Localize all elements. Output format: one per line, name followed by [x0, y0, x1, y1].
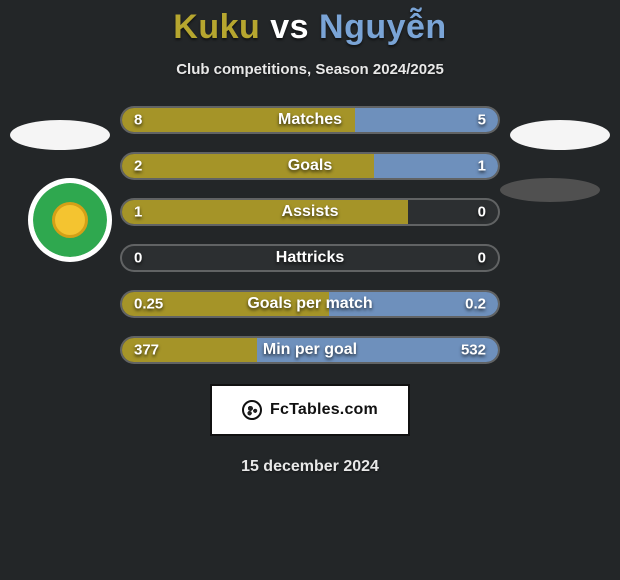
soccer-ball-icon [242, 400, 262, 420]
stat-value-right: 532 [461, 342, 486, 359]
comparison-title: Kuku vs Nguyễn [0, 0, 620, 47]
player2-name: Nguyễn [319, 8, 447, 46]
stat-value-left: 0 [134, 250, 142, 267]
team-logo-left-b-center [52, 202, 88, 238]
stat-row: 0.25 0.2 Goals per match [120, 290, 500, 318]
widget-root: Kuku vs Nguyễn Club competitions, Season… [0, 0, 620, 580]
stat-value-right: 5 [478, 112, 486, 129]
team-logo-right-b [500, 178, 600, 202]
team-logo-right-a [510, 120, 610, 150]
stat-label: Goals per match [247, 295, 372, 313]
stat-value-left: 1 [134, 204, 142, 221]
competition-subtitle: Club competitions, Season 2024/2025 [0, 61, 620, 78]
stat-value-left: 0.25 [134, 296, 163, 313]
stat-row: 0 0 Hattricks [120, 244, 500, 272]
stat-label: Min per goal [263, 341, 357, 359]
player1-name: Kuku [173, 8, 260, 46]
stat-label: Assists [282, 203, 339, 221]
stat-label: Goals [288, 157, 332, 175]
team-logo-left-b [28, 178, 112, 262]
stat-fill-right [355, 108, 498, 132]
snapshot-date: 15 december 2024 [0, 458, 620, 476]
stat-row: 8 5 Matches [120, 106, 500, 134]
stat-value-right: 0 [478, 204, 486, 221]
team-logo-left-a [10, 120, 110, 150]
stat-fill-left [122, 200, 408, 224]
stat-label: Matches [278, 111, 342, 129]
brand-badge[interactable]: FcTables.com [210, 384, 410, 436]
stat-value-left: 8 [134, 112, 142, 129]
stat-value-right: 0.2 [465, 296, 486, 313]
stat-row: 377 532 Min per goal [120, 336, 500, 364]
stat-value-left: 2 [134, 158, 142, 175]
stat-row: 1 0 Assists [120, 198, 500, 226]
stat-row: 2 1 Goals [120, 152, 500, 180]
stat-value-right: 1 [478, 158, 486, 175]
stat-value-left: 377 [134, 342, 159, 359]
stat-label: Hattricks [276, 249, 344, 267]
stat-value-right: 0 [478, 250, 486, 267]
brand-text: FcTables.com [270, 401, 378, 419]
stat-fill-left [122, 154, 374, 178]
vs-label: vs [270, 8, 309, 46]
